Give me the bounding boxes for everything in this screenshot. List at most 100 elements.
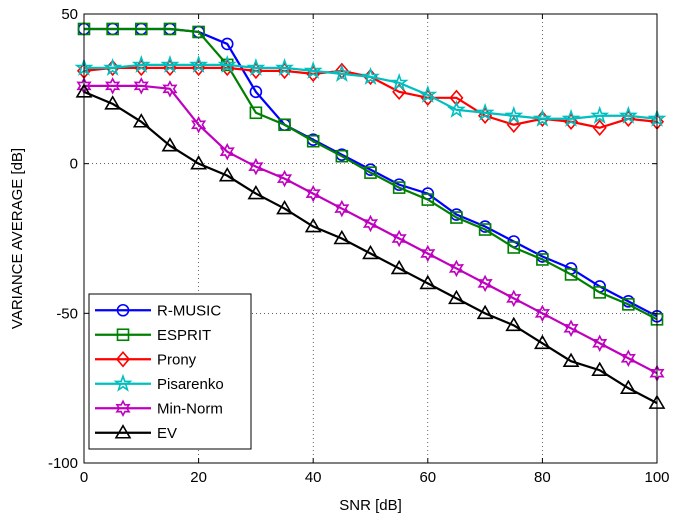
data-point-ev <box>419 274 437 290</box>
data-point-esprit <box>364 166 377 179</box>
data-point-min-norm <box>133 77 149 95</box>
data-point-esprit <box>507 241 521 254</box>
data-point-pisarenko <box>561 108 581 127</box>
data-point-ev <box>190 155 207 170</box>
data-point-pisarenko <box>275 57 294 76</box>
data-point-min-norm <box>248 157 264 176</box>
data-point-min-norm <box>448 259 465 278</box>
data-point-pisarenko <box>504 105 524 124</box>
legend-item-pisarenko: Pisarenko <box>95 373 224 393</box>
data-point-esprit <box>536 253 549 266</box>
data-point-pisarenko <box>189 54 209 73</box>
data-point-prony <box>334 62 349 80</box>
data-point-esprit <box>106 22 119 36</box>
y-axis-label: VARIANCE AVERAGE [dB] <box>9 148 26 329</box>
data-point-ev <box>218 167 236 182</box>
legend-label: Prony <box>157 351 197 368</box>
data-point-ev <box>448 289 465 305</box>
y-tick-label: 50 <box>61 6 78 23</box>
data-point-pisarenko <box>103 57 123 76</box>
data-point-esprit <box>335 149 349 163</box>
data-point-pisarenko <box>217 54 237 73</box>
data-point-ev <box>390 259 408 275</box>
series-esprit <box>77 22 664 326</box>
data-point-esprit <box>421 193 435 206</box>
data-point-min-norm <box>592 334 608 353</box>
data-point-ev <box>619 379 637 394</box>
data-point-esprit <box>249 106 263 120</box>
legend-item-ev: EV <box>95 424 177 442</box>
data-point-esprit <box>392 181 406 194</box>
series-line-esprit <box>84 27 658 321</box>
series-line-pisarenko <box>84 63 658 120</box>
data-point-pisarenko <box>131 54 151 73</box>
legend-swatch-marker <box>115 399 131 418</box>
data-point-pisarenko <box>160 54 180 73</box>
data-point-min-norm <box>391 229 407 248</box>
legend-swatch-marker <box>113 373 133 392</box>
legend-swatch-marker <box>115 351 131 368</box>
legend-swatch-marker <box>114 424 132 439</box>
data-point-pisarenko <box>418 84 438 103</box>
data-point-pisarenko <box>303 60 323 79</box>
data-point-esprit <box>564 268 578 281</box>
data-point-min-norm <box>162 80 178 98</box>
data-point-prony <box>592 119 607 136</box>
x-tick-label: 60 <box>419 469 436 486</box>
data-point-prony <box>449 89 464 107</box>
data-point-min-norm <box>334 199 350 218</box>
series-pisarenko <box>74 54 667 127</box>
data-point-esprit <box>163 22 177 36</box>
y-tick-label: -50 <box>56 305 78 322</box>
data-point-esprit <box>192 25 205 39</box>
legend: R-MUSIC ESPRIT Prony Pisarenko Min-Norm EV <box>88 293 252 450</box>
series-line-ev <box>83 90 658 405</box>
data-point-ev <box>333 229 351 245</box>
data-point-min-norm <box>276 169 293 188</box>
data-point-pisarenko <box>618 105 638 124</box>
legend-item-esprit: ESPRIT <box>95 327 211 344</box>
data-point-min-norm <box>191 115 207 134</box>
data-point-esprit <box>450 211 463 224</box>
grid-lines <box>84 14 657 463</box>
y-tick-label: -100 <box>48 455 78 472</box>
y-tick-label: 0 <box>70 156 78 173</box>
data-point-ev <box>591 361 609 377</box>
data-point-esprit <box>478 223 492 236</box>
x-tick-label: 40 <box>305 469 322 486</box>
legend-label: Min-Norm <box>157 400 223 417</box>
x-tick-label: 100 <box>644 469 669 486</box>
data-point-r-music <box>220 37 234 51</box>
legend-item-min-norm: Min-Norm <box>95 399 223 418</box>
x-tick-label: 20 <box>190 469 207 486</box>
data-point-pisarenko <box>532 108 552 127</box>
data-point-pisarenko <box>475 102 495 121</box>
data-point-ev <box>304 217 322 233</box>
data-point-ev <box>505 316 523 332</box>
legend-box <box>88 293 252 450</box>
data-point-pisarenko <box>447 99 466 118</box>
legend-label: Pisarenko <box>157 376 224 393</box>
series-ev <box>75 83 666 409</box>
data-point-ev <box>534 334 551 350</box>
data-point-ev <box>161 137 179 152</box>
data-point-min-norm <box>534 304 550 323</box>
data-point-esprit <box>593 286 607 299</box>
data-point-min-norm <box>620 349 636 367</box>
data-point-ev <box>104 95 122 110</box>
data-point-min-norm <box>362 214 379 233</box>
data-point-ev <box>562 352 580 368</box>
data-point-esprit <box>278 118 291 132</box>
legend-swatch-marker <box>116 328 130 342</box>
axis-ticks: 0 20 40 60 80 100 -100 -50 0 50 <box>48 6 670 486</box>
data-point-pisarenko <box>590 105 610 124</box>
series-min-norm <box>76 77 665 382</box>
data-point-pisarenko <box>332 63 352 82</box>
data-point-pisarenko <box>246 57 266 76</box>
legend-item-prony: Prony <box>95 351 197 368</box>
data-point-min-norm <box>305 184 321 203</box>
legend-label: EV <box>157 425 177 442</box>
data-point-pisarenko <box>389 72 409 91</box>
legend-label: ESPRIT <box>157 327 211 344</box>
